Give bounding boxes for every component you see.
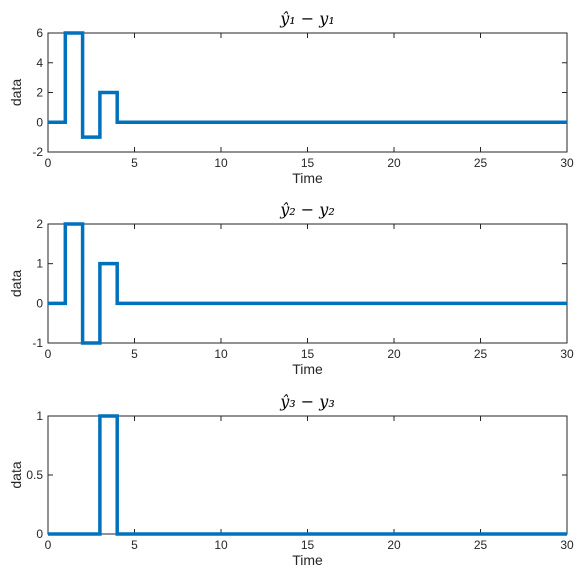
y-axis-label: data [8,461,24,488]
x-tick-label: 30 [560,156,574,170]
x-tick-label: 0 [45,538,52,552]
y-tick-label: 0 [36,527,43,541]
x-tick-label: 5 [131,156,138,170]
x-axis-label: Time [292,170,323,186]
x-tick-label: 25 [474,156,488,170]
x-tick-label: 15 [301,538,315,552]
x-tick-label: 30 [560,538,574,552]
y-tick-label: 4 [36,56,43,70]
subplot-3: 0 5 10 15 20 25 30 0 0.5 1 ŷ₃ − y₃ Time data [8,392,574,568]
x-axis-label: Time [292,552,323,568]
y-tick-label: -1 [32,336,43,350]
y-tick-label: 1 [36,257,43,271]
x-tick-label: 15 [301,347,315,361]
y-axis-label: data [8,270,24,297]
y-tick-label: 1 [36,409,43,423]
axes-box [47,32,568,153]
axes-box [47,223,568,344]
y-tick-label: 6 [36,26,43,40]
x-tick-label: 5 [131,538,138,552]
y-tick-label: 0 [36,296,43,310]
y-tick-label: -2 [32,145,43,159]
data-series-line [48,414,567,536]
x-tick-label: 25 [474,538,488,552]
x-tick-label: 30 [560,347,574,361]
subplot-title: ŷ₁ − y₁ [279,9,334,28]
subplot-title: ŷ₃ − y₃ [279,392,334,411]
x-tick-label: 0 [45,156,52,170]
x-tick-label: 20 [387,538,401,552]
x-tick-label: 10 [214,156,228,170]
subplot-title: ŷ₂ − y₂ [279,200,334,219]
y-tick-label: 2 [36,86,43,100]
x-tick-label: 15 [301,156,315,170]
x-axis-label: Time [292,361,323,377]
x-tick-label: 10 [214,538,228,552]
y-axis-label: data [8,79,24,106]
data-series-line [48,31,567,139]
y-tick-label: 0 [36,115,43,129]
x-tick-label: 10 [214,347,228,361]
x-tick-label: 25 [474,347,488,361]
x-tick-label: 0 [45,347,52,361]
data-series-line [48,222,567,345]
y-tick-label: 0.5 [26,468,43,482]
y-tick-label: 2 [36,217,43,231]
axes-box [47,415,568,535]
x-tick-label: 20 [387,347,401,361]
x-tick-label: 5 [131,347,138,361]
x-tick-label: 20 [387,156,401,170]
